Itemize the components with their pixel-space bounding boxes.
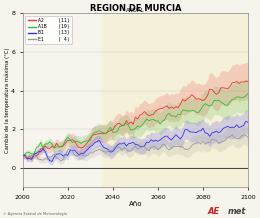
Text: met: met: [228, 207, 246, 216]
Text: ANUAL: ANUAL: [126, 8, 145, 13]
Title: REGION DE MURCIA: REGION DE MURCIA: [90, 4, 181, 13]
Text: © Agencia Estatal de Meteorología: © Agencia Estatal de Meteorología: [3, 212, 67, 216]
Bar: [102, 13, 248, 187]
Legend: A2     (11), A1B    (19), B1     (13), E1     ( 4): A2 (11), A1B (19), B1 (13), E1 ( 4): [25, 16, 72, 44]
Text: AE: AE: [208, 207, 220, 216]
X-axis label: Año: Año: [129, 201, 142, 207]
Y-axis label: Cambio de la temperatura máxima (°C): Cambio de la temperatura máxima (°C): [4, 48, 10, 153]
